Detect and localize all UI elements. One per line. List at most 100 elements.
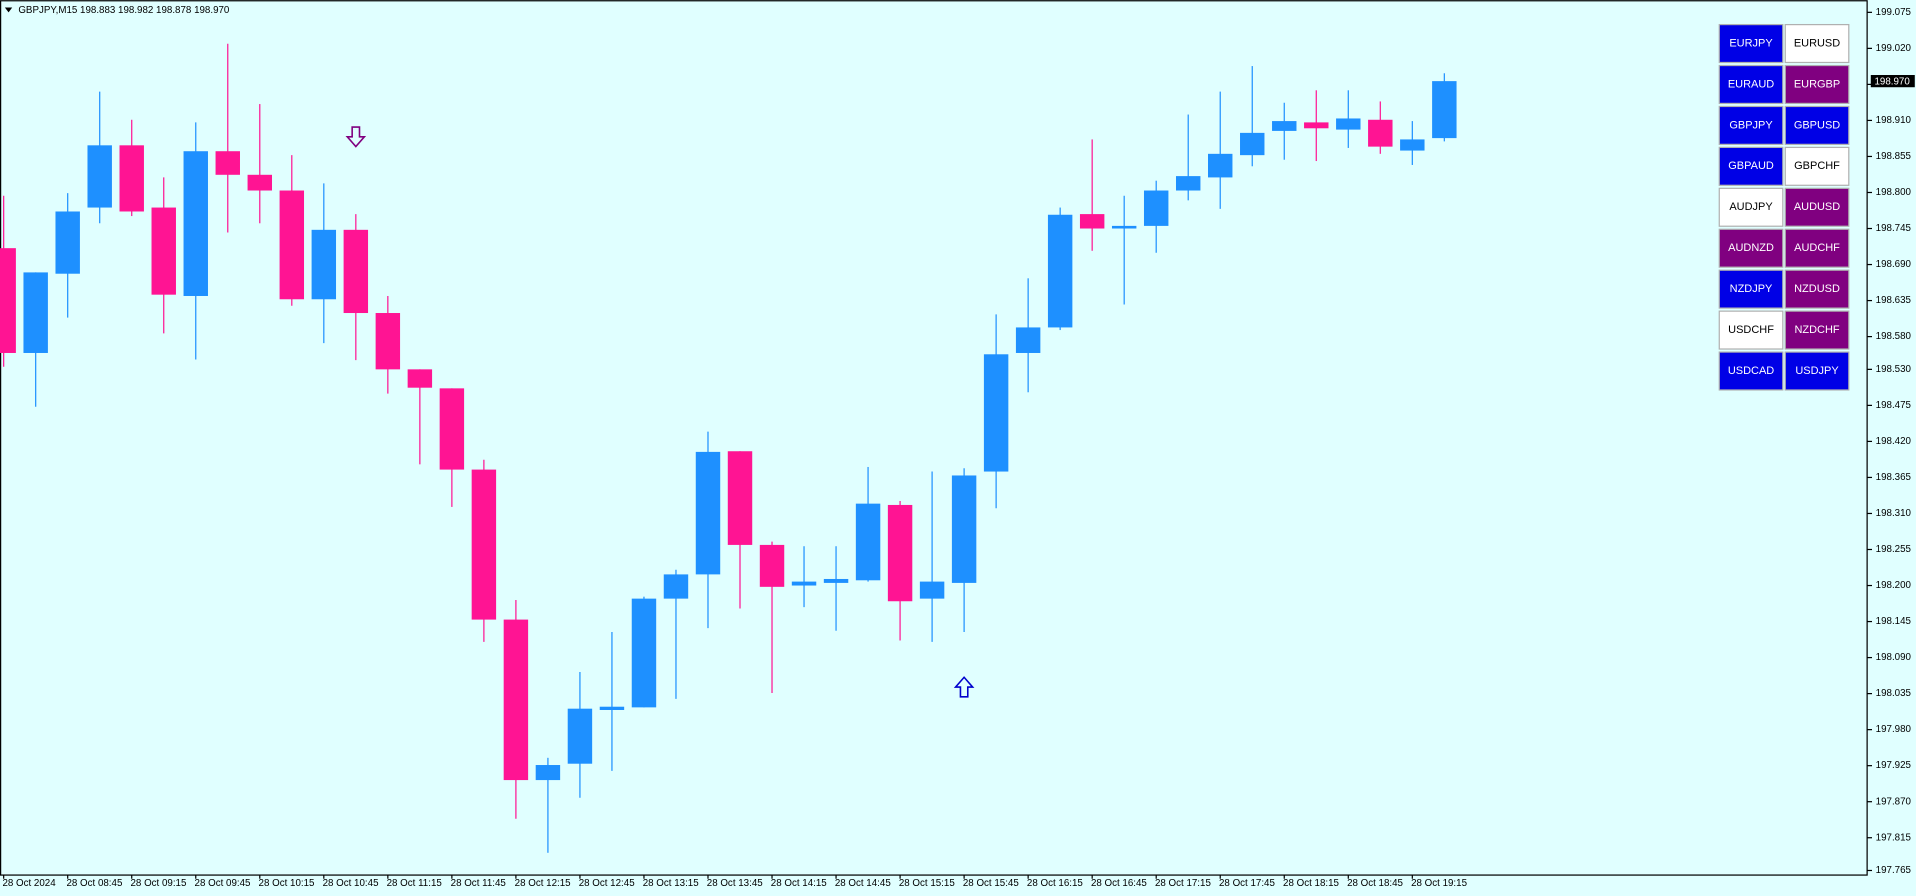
button-bg[interactable] [1718,351,1784,391]
candle-body [503,619,529,781]
x-tick-label: 28 Oct 16:15 [1027,878,1083,889]
button-bg[interactable] [1718,64,1784,105]
x-tick-label: 28 Oct 09:45 [195,878,251,889]
candle-body [1400,139,1425,151]
button-bg[interactable] [1784,310,1850,350]
button-bg[interactable] [1784,64,1850,105]
candle-body [951,475,977,583]
button-label[interactable]: GBPAUD [1728,160,1774,172]
y-tick-label: 198.690 [1876,259,1912,270]
symbol-button[interactable]: GBPAUD [1718,146,1784,186]
button-label[interactable]: GBPJPY [1729,119,1773,131]
button-bg[interactable] [1784,228,1850,268]
button-bg[interactable] [1718,146,1784,186]
button-bg[interactable] [1784,269,1850,309]
button-bg[interactable] [1784,105,1850,145]
y-tick-label: 198.635 [1876,295,1912,306]
button-label[interactable]: USDCAD [1728,365,1774,377]
y-tick-label: 198.800 [1876,187,1912,198]
button-label[interactable]: EURUSD [1794,37,1840,49]
symbol-button[interactable]: AUDCHF [1784,228,1850,268]
y-tick-label: 198.855 [1876,151,1912,162]
x-tick-label: 28 Oct 10:45 [323,878,379,889]
button-label[interactable]: EURAUD [1728,78,1774,90]
symbol-button[interactable]: GBPCHF [1784,146,1850,186]
button-bg[interactable] [1718,105,1784,145]
button-label[interactable]: AUDJPY [1729,201,1773,213]
candle-body [119,145,144,212]
symbol-button[interactable]: AUDUSD [1784,187,1850,227]
button-bg[interactable] [1718,310,1784,350]
symbol-button[interactable]: AUDNZD [1718,228,1784,268]
x-tick-label: 28 Oct 17:45 [1219,878,1275,889]
button-label[interactable]: GBPCHF [1794,160,1840,172]
symbol-button[interactable]: EURJPY [1718,23,1784,64]
x-tick-label: 28 Oct 12:45 [579,878,635,889]
button-label[interactable]: NZDJPY [1730,283,1773,295]
y-tick-label: 198.745 [1876,223,1912,234]
button-label[interactable]: NZDUSD [1794,283,1840,295]
symbol-button[interactable]: USDCHF [1718,310,1784,350]
plot-frame [0,0,1868,876]
symbol-button[interactable]: EURGBP [1784,64,1850,105]
symbol-button[interactable]: USDCAD [1718,351,1784,391]
x-tick-label: 28 Oct 14:45 [835,878,891,889]
candle-body [695,451,721,575]
candle-body [23,272,48,353]
candle-body [919,581,945,599]
button-bg[interactable] [1718,228,1784,268]
button-bg[interactable] [1784,146,1850,186]
button-bg[interactable] [1784,351,1850,391]
symbol-button[interactable]: NZDCHF [1784,310,1850,350]
symbol-button[interactable]: NZDJPY [1718,269,1784,309]
candle-body [631,598,657,708]
symbol-button[interactable]: EURUSD [1784,23,1850,64]
candle-body [0,248,16,353]
candle-body [599,706,625,710]
button-label[interactable]: AUDUSD [1794,201,1840,213]
symbol-button[interactable]: USDJPY [1784,351,1850,391]
signal-arrow [345,126,367,148]
x-tick-label: 28 Oct 15:15 [899,878,955,889]
symbol-button[interactable]: GBPJPY [1718,105,1784,145]
button-label[interactable]: USDCHF [1728,324,1774,336]
button-bg[interactable] [1718,23,1784,64]
button-label[interactable]: AUDCHF [1794,242,1840,254]
y-tick-label: 198.580 [1876,331,1912,342]
symbol-button[interactable]: AUDJPY [1718,187,1784,227]
x-tick-label: 28 Oct 18:15 [1283,878,1339,889]
candle-body [1143,190,1169,226]
button-bg[interactable] [1784,187,1850,227]
symbol-button[interactable]: EURAUD [1718,64,1784,105]
candle-body [663,574,689,599]
y-tick-label: 198.420 [1876,436,1912,447]
button-bg[interactable] [1784,23,1850,64]
button-label[interactable]: NZDCHF [1794,324,1839,336]
button-label[interactable]: AUDNZD [1728,242,1774,254]
candle-body [535,765,561,781]
button-label[interactable]: EURJPY [1729,37,1773,49]
header-triangle [4,7,13,13]
y-tick-label: 197.980 [1876,724,1912,735]
y-tick-label: 198.910 [1876,115,1912,126]
button-bg[interactable] [1718,269,1784,309]
button-label[interactable]: USDJPY [1795,365,1839,377]
candle-body [1432,81,1457,139]
y-tick-label: 197.870 [1876,796,1912,807]
x-tick-label: 28 Oct 14:15 [771,878,827,889]
button-label[interactable]: GBPUSD [1794,119,1840,131]
button-bg[interactable] [1718,187,1784,227]
symbol-button[interactable]: GBPUSD [1784,105,1850,145]
candle-body [1208,153,1233,178]
candle-body [247,174,273,191]
candle-body [1368,119,1393,147]
candle-body [375,313,401,370]
button-label[interactable]: EURGBP [1794,78,1840,90]
y-tick-label: 198.475 [1876,400,1912,411]
chart-title: GBPJPY,M15 198.883 198.982 198.878 198.9… [18,5,230,16]
x-tick-label: 28 Oct 17:15 [1155,878,1211,889]
symbol-button[interactable]: NZDUSD [1784,269,1850,309]
